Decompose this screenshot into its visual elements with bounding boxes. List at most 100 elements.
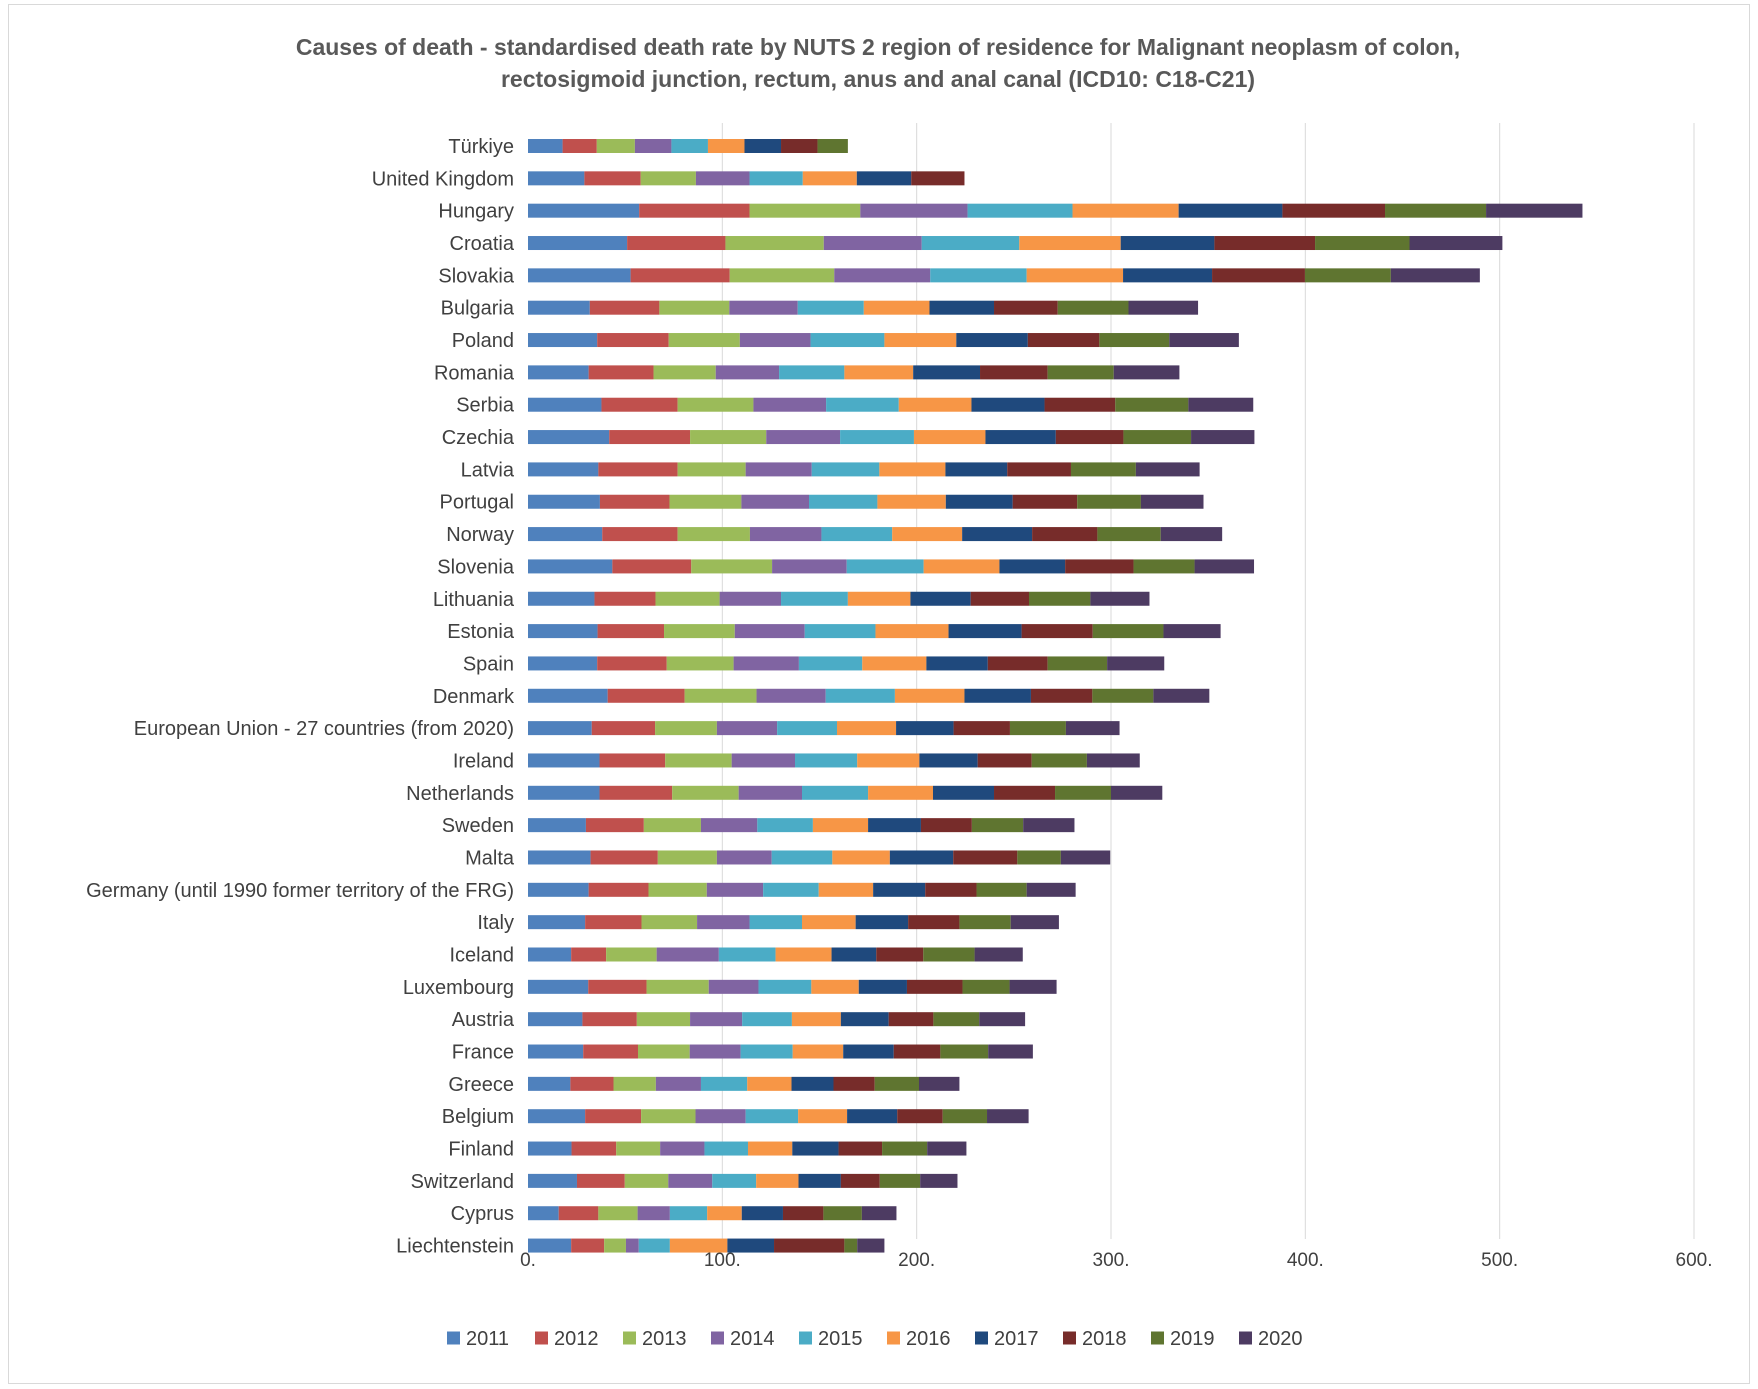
bar-2020-3 [1409,236,1503,251]
bar-2012-26 [588,979,647,994]
bar-2012-23 [588,882,649,897]
bar-2012-10 [598,462,678,477]
bar-2015-4 [930,268,1027,283]
bar-2019-29 [874,1076,919,1091]
category-label: Belgium [442,1106,514,1128]
category-label: Portugal [440,492,515,514]
bar-2012-11 [599,494,670,509]
legend-swatch-2012 [535,1331,548,1345]
category-label: Slovenia [437,556,515,578]
bar-2014-28 [689,1044,741,1059]
bar-2014-4 [834,268,931,283]
bar-2016-17 [894,688,965,703]
bar-2019-14 [1028,591,1091,606]
bar-2017-5 [929,300,995,315]
bar-2017-24 [855,915,909,930]
category-label: Czechia [442,427,515,449]
bar-2013-0 [596,139,635,153]
bar-2020-11 [1140,494,1204,509]
bar-2015-11 [809,494,878,509]
bar-2016-23 [818,882,874,897]
legend-swatch-2014 [711,1331,724,1345]
bar-2014-18 [716,721,778,736]
bar-2013-2 [749,203,861,218]
bar-2014-8 [753,397,827,412]
bar-2019-0 [817,139,848,153]
bar-2018-12 [1032,527,1098,542]
bar-2018-23 [925,882,977,897]
bar-2013-21 [643,818,701,833]
bar-2011-26 [528,979,589,994]
bar-2017-27 [840,1012,889,1027]
bar-2015-22 [771,850,833,865]
bar-2011-4 [528,268,631,283]
bar-2011-6 [528,333,598,348]
bar-2015-1 [749,171,803,186]
bar-2017-3 [1120,236,1215,251]
category-label: Serbia [456,395,515,417]
bar-2013-12 [677,527,750,542]
bar-2012-33 [558,1206,599,1221]
bar-2011-16 [528,656,598,671]
category-label: Croatia [450,233,515,255]
bar-2019-8 [1115,397,1189,412]
x-tick-label: 200. [898,1250,935,1271]
bar-2011-23 [528,882,589,897]
bar-2015-30 [745,1109,799,1124]
bar-2012-15 [597,624,665,639]
bar-2017-6 [956,333,1028,348]
bar-2011-8 [528,397,602,412]
bar-2016-34 [669,1238,728,1253]
bar-2011-24 [528,915,586,930]
bar-2017-14 [910,591,971,606]
bar-2013-22 [657,850,717,865]
bar-2017-18 [896,721,954,736]
bar-2018-25 [876,947,924,962]
bar-2012-24 [585,915,642,930]
x-tick-label: 100. [704,1250,741,1271]
bar-2019-23 [976,882,1027,897]
bar-2013-19 [665,753,732,768]
bar-2020-5 [1128,300,1199,315]
bar-2019-12 [1097,527,1161,542]
bar-2016-10 [879,462,946,477]
category-label: Iceland [450,945,515,967]
bar-2011-0 [528,139,563,153]
bar-2020-30 [987,1109,1029,1124]
bar-2016-9 [913,430,986,445]
bar-2020-26 [1009,979,1057,994]
bar-2020-10 [1135,462,1200,477]
bar-2017-4 [1123,268,1213,283]
category-label: Malta [465,847,515,869]
category-label: Hungary [438,201,514,223]
bar-2015-20 [802,785,869,800]
bar-2014-25 [656,947,719,962]
category-label: European Union - 27 countries (from 2020… [134,718,514,740]
bar-2013-6 [668,333,740,348]
bar-2020-16 [1107,656,1165,671]
bar-2020-32 [920,1173,958,1188]
bar-2014-26 [708,979,759,994]
bar-2018-19 [977,753,1032,768]
category-label: Estonia [447,621,515,643]
bar-2019-3 [1315,236,1410,251]
bar-2015-14 [781,591,848,606]
bar-2019-17 [1092,688,1154,703]
bar-2011-30 [528,1109,586,1124]
bar-2017-25 [831,947,877,962]
bar-2012-32 [576,1173,625,1188]
category-label: Italy [477,912,514,934]
bar-2017-16 [926,656,988,671]
bar-2019-13 [1133,559,1195,574]
bar-2018-30 [897,1109,943,1124]
bar-2018-24 [908,915,960,930]
bar-2013-33 [598,1206,638,1221]
bar-2016-27 [791,1012,841,1027]
bar-2015-9 [840,430,914,445]
bar-2012-27 [582,1012,637,1027]
category-label: France [452,1042,514,1064]
x-tick-label: 0. [520,1250,536,1271]
bar-2018-34 [774,1238,845,1253]
bar-2013-23 [648,882,707,897]
bar-2011-1 [528,171,585,186]
